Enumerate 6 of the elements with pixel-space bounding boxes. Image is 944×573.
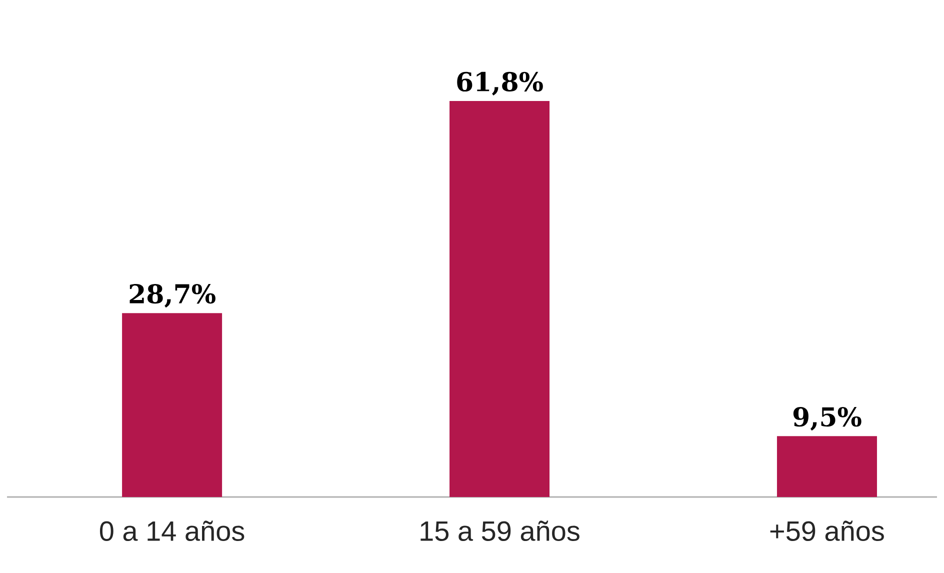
x-tick-label: +59 años xyxy=(770,520,884,542)
data-label: 61,8% xyxy=(457,72,543,96)
x-tick-label: 15 a 59 años xyxy=(420,520,580,542)
data-label: 28,7% xyxy=(130,284,216,308)
x-tick-label: 0 a 14 años xyxy=(100,520,244,542)
data-label: 9,5% xyxy=(793,406,862,431)
